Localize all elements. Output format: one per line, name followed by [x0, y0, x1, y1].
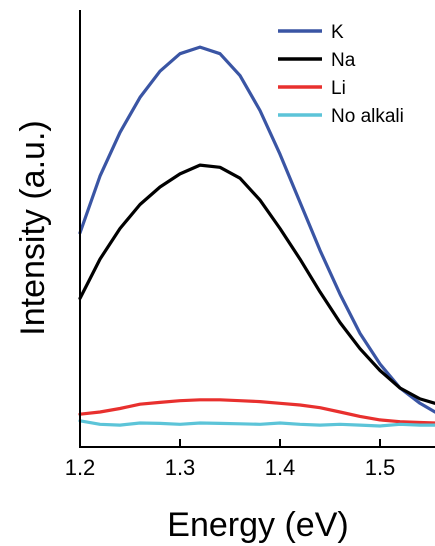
- series-line-li: [78, 398, 435, 425]
- x-tick-label: 1.4: [265, 455, 296, 480]
- x-tick-label: 1.5: [365, 455, 396, 480]
- x-tick-label: 1.2: [65, 455, 96, 480]
- series-layer: [78, 45, 435, 428]
- legend-item-no-alkali: No alkali: [278, 106, 404, 127]
- series-li: [78, 398, 435, 425]
- x-axis-title: Energy (eV): [167, 506, 348, 544]
- legend-item-na: Na: [278, 50, 356, 71]
- series-no-alkali: [78, 419, 435, 428]
- plot-area-background: [80, 0, 435, 447]
- legend: K Na Li No alkali: [278, 22, 404, 127]
- series-line-na: [78, 163, 435, 405]
- x-tick-label: 1.3: [165, 455, 196, 480]
- legend-label: Na: [331, 50, 356, 71]
- series-na: [78, 163, 435, 405]
- legend-label: K: [331, 22, 344, 43]
- legend-item-k: K: [278, 22, 344, 43]
- legend-label: No alkali: [331, 106, 404, 127]
- legend-item-li: Li: [278, 78, 346, 99]
- y-axis-title: Intensity (a.u.): [14, 120, 52, 335]
- x-ticks: 1.2 1.3 1.4 1.5: [65, 439, 396, 480]
- series-line-no-alkali: [78, 419, 435, 428]
- series-line-k: [78, 45, 435, 414]
- series-k: [78, 45, 435, 414]
- legend-label: Li: [331, 78, 346, 99]
